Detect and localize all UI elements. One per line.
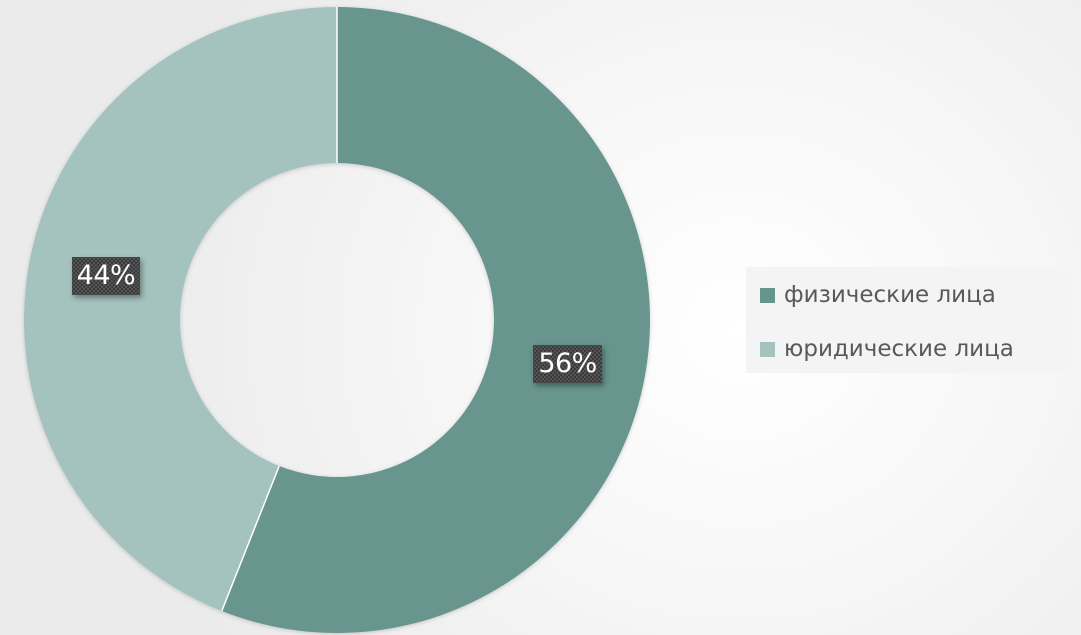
- legend-label-legal-entities: юридические лица: [784, 336, 1014, 362]
- legend-swatch-individuals: [760, 287, 775, 303]
- data-label-individuals: 56%: [533, 345, 602, 383]
- chart-legend: физические лица юридические лица: [746, 267, 1074, 373]
- legend-item-individuals: физические лица: [760, 280, 996, 310]
- donut-slice-legal-entities: [24, 7, 337, 612]
- data-label-legal-entities: 44%: [72, 257, 141, 295]
- donut-slice-individuals: [221, 7, 651, 633]
- slice-separator: [221, 465, 280, 612]
- legend-swatch-legal-entities: [760, 341, 775, 357]
- legend-item-legal-entities: юридические лица: [760, 334, 1014, 364]
- legend-label-individuals: физические лица: [784, 282, 996, 308]
